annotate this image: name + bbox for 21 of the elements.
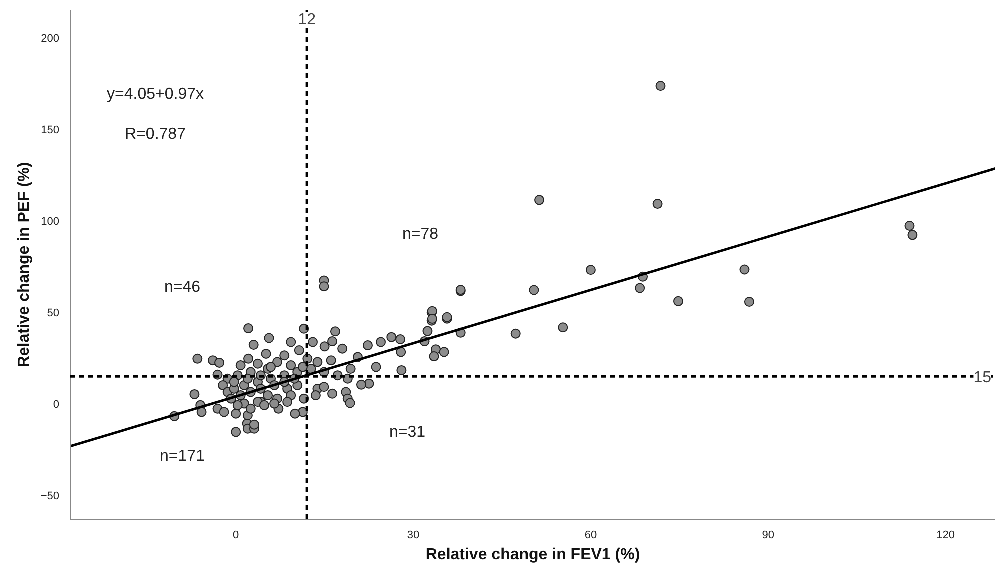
annotation: n=31 [389,424,426,441]
y-axis-title: Relative change in PEF (%) [16,162,33,368]
ref-line-label: 12 [298,12,316,28]
annotation: R=0.787 [125,126,186,143]
x-tick-label: 120 [936,530,956,542]
y-tick-label: 200 [41,32,60,45]
annotation: y=4.05+0.97x [107,86,204,103]
ref-line-label: 15 [974,370,992,387]
y-tick-label: 150 [41,124,60,137]
y-tick-label: 0 [53,399,60,412]
annotation: n=46 [164,279,201,296]
y-tick-label: 100 [41,216,60,228]
annotation: n=78 [402,226,439,243]
annotation: n=171 [160,448,206,465]
x-tick-label: 0 [233,530,240,542]
y-tick-label: 50 [47,308,60,320]
x-tick-label: 90 [762,530,775,542]
x-axis-title: Relative change in FEV1 (%) [426,546,640,564]
x-tick-label: 60 [584,530,598,542]
y-tick-label: −50 [40,490,60,503]
x-tick-label: 30 [407,530,420,542]
